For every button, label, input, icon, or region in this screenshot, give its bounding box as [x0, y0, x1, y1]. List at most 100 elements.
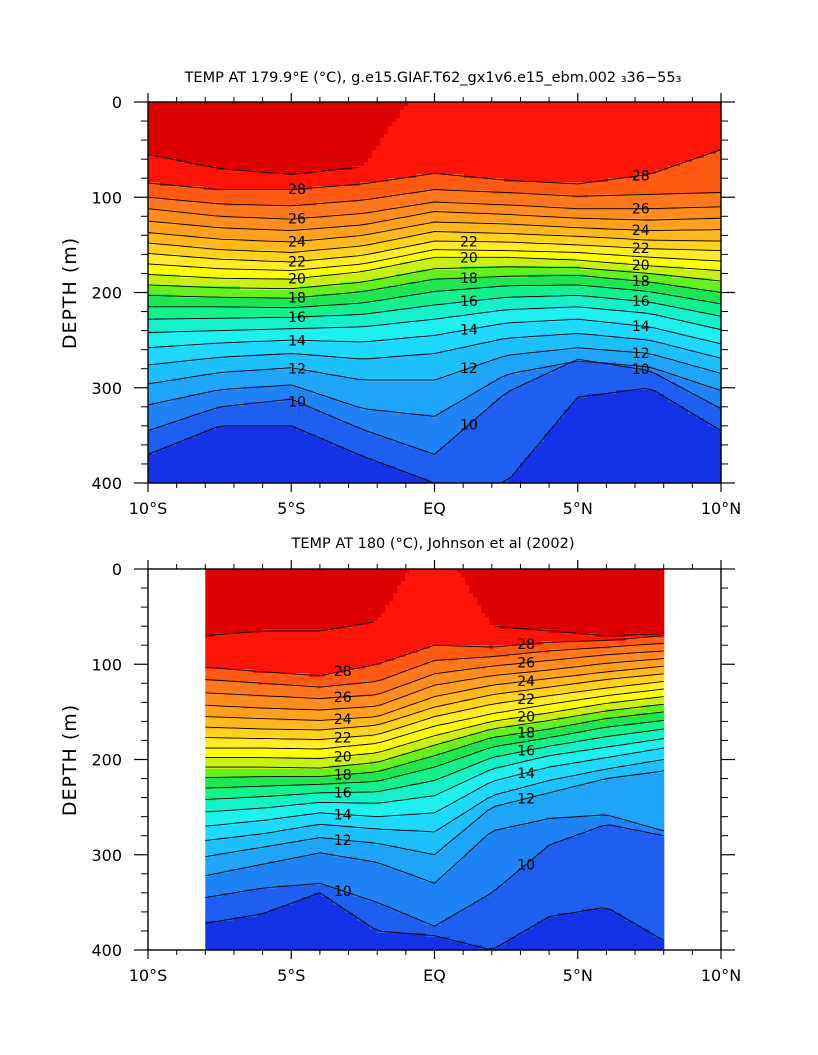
field-cell	[160, 266, 165, 271]
field-cell	[312, 214, 317, 219]
field-cell	[248, 366, 253, 371]
field-cell	[328, 282, 333, 287]
field-cell	[312, 182, 317, 187]
field-cell	[160, 178, 165, 183]
field-cell	[264, 154, 269, 159]
field-cell	[244, 182, 249, 187]
field-cell	[340, 382, 345, 387]
field-cell	[176, 430, 181, 435]
field-cell	[312, 146, 317, 151]
field-cell	[240, 222, 245, 227]
field-cell	[324, 190, 329, 195]
field-cell	[204, 190, 209, 195]
field-cell	[168, 438, 173, 443]
field-cell	[280, 178, 285, 183]
field-cell	[308, 166, 313, 171]
field-cell	[220, 234, 225, 239]
field-cell	[232, 454, 237, 459]
field-cell	[344, 246, 349, 251]
field-cell	[276, 262, 281, 267]
field-cell	[288, 458, 293, 463]
field-cell	[252, 458, 257, 463]
field-cell	[252, 430, 257, 435]
field-cell	[188, 118, 193, 123]
field-cell	[252, 454, 257, 459]
field-cell	[288, 410, 293, 415]
field-cell	[292, 462, 297, 467]
field-cell	[344, 370, 349, 375]
field-cell	[180, 258, 185, 263]
field-cell	[168, 250, 173, 255]
field-cell	[340, 146, 345, 151]
field-cell	[236, 214, 241, 219]
field-cell	[224, 258, 229, 263]
field-cell	[156, 326, 161, 331]
field-cell	[192, 150, 197, 155]
field-cell	[352, 342, 357, 347]
field-cell	[176, 138, 181, 143]
field-cell	[344, 318, 349, 323]
field-cell	[268, 166, 273, 171]
field-cell	[172, 186, 177, 191]
field-cell	[268, 362, 273, 367]
field-cell	[208, 282, 213, 287]
field-cell	[352, 130, 357, 135]
field-cell	[272, 402, 277, 407]
field-cell	[188, 354, 193, 359]
field-cell	[332, 462, 337, 467]
field-cell	[264, 198, 269, 203]
field-cell	[236, 410, 241, 415]
field-cell	[288, 446, 293, 451]
field-cell	[284, 410, 289, 415]
field-cell	[344, 382, 349, 387]
field-cell	[236, 378, 241, 383]
field-cell	[324, 402, 329, 407]
field-cell	[268, 334, 273, 339]
field-cell	[260, 414, 265, 419]
field-cell	[212, 254, 217, 259]
field-cell	[276, 206, 281, 211]
field-cell	[320, 126, 325, 131]
field-cell	[192, 298, 197, 303]
field-cell	[224, 458, 229, 463]
field-cell	[264, 142, 269, 147]
field-cell	[200, 182, 205, 187]
field-cell	[252, 218, 257, 223]
field-cell	[212, 346, 217, 351]
field-cell	[276, 446, 281, 451]
field-cell	[344, 434, 349, 439]
field-cell	[328, 150, 333, 155]
field-cell	[212, 382, 217, 387]
field-cell	[236, 398, 241, 403]
field-cell	[312, 366, 317, 371]
field-cell	[272, 106, 277, 111]
field-cell	[176, 202, 181, 207]
field-cell	[164, 126, 169, 131]
field-cell	[268, 470, 273, 475]
field-cell	[288, 478, 293, 483]
field-cell	[208, 450, 213, 455]
field-cell	[236, 454, 241, 459]
field-cell	[192, 326, 197, 331]
field-cell	[236, 358, 241, 363]
field-cell	[336, 130, 341, 135]
field-cell	[332, 214, 337, 219]
field-cell	[152, 226, 157, 231]
field-cell	[280, 442, 285, 447]
field-cell	[264, 234, 269, 239]
field-cell	[212, 362, 217, 367]
field-cell	[272, 222, 277, 227]
field-cell	[200, 106, 205, 111]
field-cell	[348, 346, 353, 351]
field-cell	[200, 434, 205, 439]
field-cell	[192, 202, 197, 207]
field-cell	[240, 270, 245, 275]
field-cell	[216, 234, 221, 239]
field-cell	[268, 350, 273, 355]
field-cell	[212, 118, 217, 123]
field-cell	[176, 366, 181, 371]
field-cell	[292, 442, 297, 447]
field-cell	[192, 218, 197, 223]
field-cell	[256, 450, 261, 455]
field-cell	[356, 106, 361, 111]
